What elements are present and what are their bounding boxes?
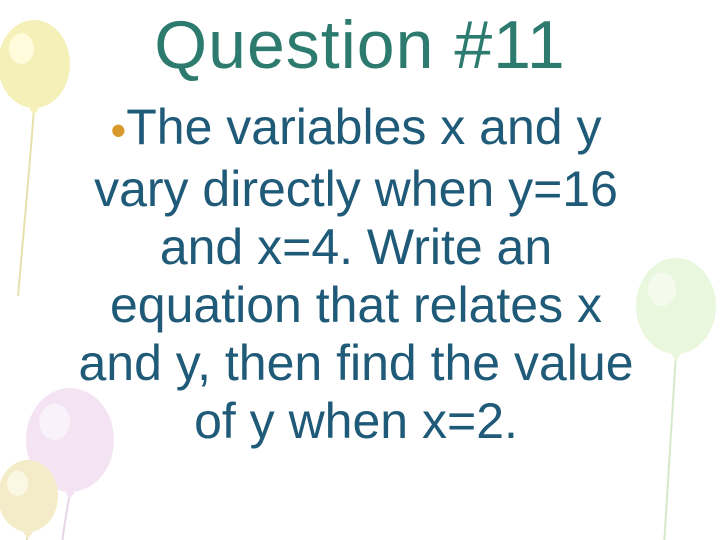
slide-body: •The variables x and y vary directly whe…: [0, 98, 720, 450]
slide: Question #11 •The variables x and y vary…: [0, 6, 720, 540]
body-text: The variables x and y vary directly when…: [78, 99, 633, 449]
slide-title: Question #11: [0, 6, 720, 84]
bullet-icon: •: [110, 105, 126, 156]
